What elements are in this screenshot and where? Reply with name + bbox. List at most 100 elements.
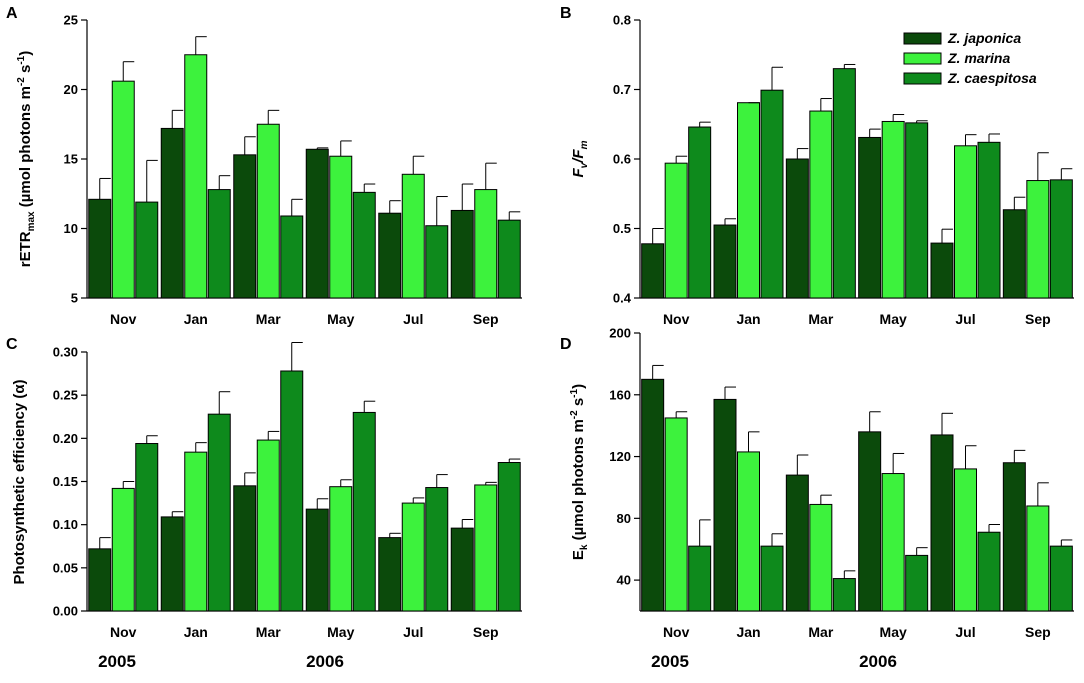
bar-d	[954, 468, 977, 612]
y-tick-label-c: 0.15	[53, 474, 78, 489]
bar-b	[832, 68, 856, 299]
bar-c	[305, 508, 329, 612]
bar-c	[352, 411, 376, 612]
legend-swatch	[903, 72, 942, 85]
bar-b	[905, 122, 929, 299]
bar-b	[760, 89, 784, 299]
bar-d	[1026, 505, 1050, 612]
panel-a: A 5 10 15 20 25 Nov Jan Mar May Jul Sep rETRmax (µmo…	[6, 5, 522, 327]
year-label-2006: 2006	[859, 652, 897, 671]
y-tick-label-b: 0.5	[613, 221, 631, 236]
y-tick-label-a: 15	[64, 152, 78, 167]
bar-d	[905, 554, 929, 612]
bar-c	[111, 487, 135, 612]
bar-c	[425, 487, 449, 612]
category-label-d: Mar	[808, 624, 833, 640]
bar-d	[785, 474, 809, 612]
bar-b	[809, 110, 833, 299]
category-label-a: Nov	[110, 311, 137, 327]
category-label-d: Jul	[955, 624, 975, 640]
category-label-a: Jan	[184, 311, 208, 327]
year-label-2005: 2005	[98, 652, 136, 671]
bar-c	[378, 537, 402, 612]
y-axis-title-c: Photosynthetic efficiency (α)	[11, 379, 28, 584]
bar-a	[329, 155, 353, 299]
bar-d	[760, 545, 784, 612]
bar-c	[329, 486, 353, 612]
category-label-d: Sep	[1025, 624, 1051, 640]
category-label-b: May	[880, 311, 907, 327]
bar-c	[474, 484, 498, 612]
bar-d	[641, 378, 665, 612]
y-tick-label-d: 160	[609, 387, 631, 402]
bar-c	[497, 462, 521, 612]
y-tick-label-b: 0.7	[613, 82, 631, 97]
bar-d	[809, 503, 833, 612]
bar-d	[664, 417, 688, 612]
y-tick-label-a: 25	[64, 13, 78, 28]
legend-swatch	[903, 52, 942, 65]
bar-c	[160, 516, 184, 612]
y-tick-label-d: 40	[617, 573, 631, 588]
bar-b	[785, 158, 809, 299]
y-tick-label-b: 0.6	[613, 152, 631, 167]
category-label-b: Mar	[808, 311, 833, 327]
bar-b	[954, 145, 977, 299]
bar-c	[233, 485, 257, 612]
category-label-b: Jan	[736, 311, 760, 327]
bar-b	[664, 162, 688, 299]
year-label-2005: 2005	[651, 652, 689, 671]
bar-b	[858, 136, 882, 299]
bar-a	[280, 215, 304, 299]
bar-d	[737, 451, 760, 612]
bar-c	[88, 548, 112, 612]
bar-b	[1049, 179, 1073, 299]
bar-a	[497, 219, 521, 299]
bar-d	[858, 431, 882, 612]
category-label-a: Sep	[473, 311, 499, 327]
category-label-b: Nov	[663, 311, 690, 327]
bar-b	[1002, 209, 1026, 299]
bar-c	[401, 502, 425, 612]
bar-a	[425, 225, 449, 299]
category-label-b: Sep	[1025, 311, 1051, 327]
legend-label: Z. caespitosa	[947, 70, 1037, 86]
year-label-2006: 2006	[306, 652, 344, 671]
category-label-a: Jul	[403, 311, 423, 327]
bar-a	[111, 80, 135, 299]
bar-b	[930, 242, 954, 299]
panel-label-d: D	[560, 336, 572, 353]
bar-d	[1002, 462, 1026, 612]
y-tick-label-c: 0.05	[53, 560, 78, 575]
bar-a	[184, 54, 208, 299]
legend-label: Z. japonica	[947, 30, 1021, 46]
y-tick-label-c: 0.10	[53, 517, 78, 532]
category-label-c: May	[327, 624, 354, 640]
y-axis-title-d: Ek (µmol photons m-2 s-1)	[569, 384, 590, 560]
y-tick-label-b: 0.8	[613, 13, 631, 28]
bar-d	[977, 531, 1001, 612]
bar-b	[881, 120, 905, 299]
bar-a	[352, 191, 376, 299]
bar-a	[135, 201, 159, 299]
y-tick-label-a: 5	[71, 291, 78, 306]
category-label-a: May	[327, 311, 354, 327]
bar-d	[930, 434, 954, 612]
y-tick-label-c: 0.25	[53, 388, 78, 403]
category-label-c: Jan	[184, 624, 208, 640]
bar-a	[256, 123, 280, 299]
y-axis-title-b: Fv/Fm	[570, 140, 590, 177]
y-tick-label-c: 0.30	[53, 345, 78, 360]
bar-c	[280, 370, 304, 612]
category-label-d: May	[880, 624, 907, 640]
y-tick-label-a: 10	[64, 221, 78, 236]
category-label-c: Sep	[473, 624, 499, 640]
panel-b: B 0.4 0.5 0.6 0.7 0.8 Nov Jan Mar May Jul Sep Fv/Fm	[560, 5, 1074, 327]
bar-b	[641, 243, 665, 299]
bar-b	[713, 224, 737, 299]
bar-b	[977, 141, 1001, 299]
panel-label-b: B	[560, 5, 572, 22]
bar-a	[474, 189, 498, 299]
bar-c	[256, 439, 280, 612]
